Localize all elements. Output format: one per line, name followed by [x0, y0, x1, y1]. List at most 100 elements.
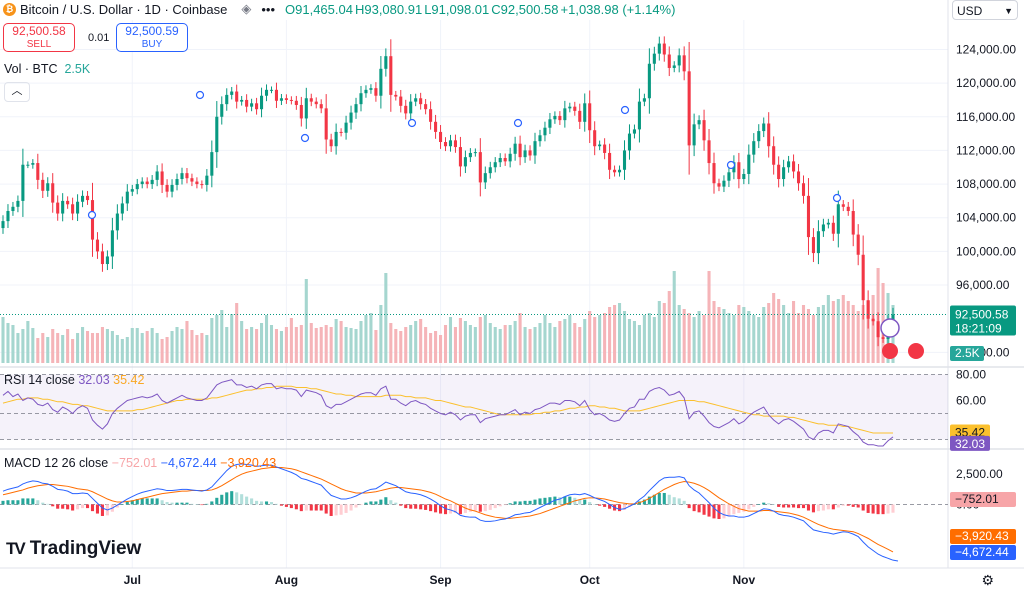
candle-body	[448, 140, 453, 147]
volume-bar	[309, 323, 313, 363]
volume-bar	[299, 325, 303, 363]
macd-histogram-bar	[120, 504, 124, 505]
price-axis[interactable]: 124,000.00 120,000.00 116,000.00 112,000.00…	[950, 42, 1016, 560]
macd-histogram-bar	[777, 504, 781, 507]
candle-body	[190, 178, 194, 182]
volume-tag-bg	[950, 346, 984, 361]
macd-histogram-bar	[796, 504, 801, 509]
macd-histogram-bar	[821, 504, 825, 511]
tradingview-logo[interactable]: TV TradingView	[6, 538, 141, 560]
candle-body	[245, 99, 249, 107]
eye-icon[interactable]: ◈	[241, 1, 252, 16]
macd-histogram-bar	[389, 500, 393, 505]
buy-button[interactable]: 92,500.59 BUY	[116, 23, 188, 52]
candle-body	[46, 183, 50, 191]
volume-bar	[319, 327, 323, 363]
volume-legend[interactable]: Vol · BTC 2.5K	[4, 62, 90, 76]
macd-histogram-bar	[881, 504, 885, 515]
rsi-ma-value: 35.42	[113, 373, 145, 387]
candle-body	[573, 106, 577, 111]
volume-bar	[180, 329, 184, 363]
macd-histogram-bar	[762, 502, 766, 505]
volume-bar	[866, 301, 870, 363]
candle-body	[458, 147, 462, 167]
macd-histogram-bar	[747, 504, 751, 510]
macd-histogram-bar	[583, 499, 587, 505]
macd-histogram-bar	[16, 500, 20, 505]
macd-histogram-bar	[424, 504, 428, 510]
macd-histogram-bar	[473, 504, 477, 511]
candle-body	[737, 162, 741, 180]
candle-body	[274, 89, 279, 101]
volume-bar	[692, 317, 696, 363]
candle-body	[617, 169, 622, 173]
macd-tick-label: 2,500.00	[956, 467, 1003, 481]
volume-bar	[414, 321, 418, 363]
volume-bar	[613, 305, 617, 363]
macd-histogram-bar	[508, 503, 512, 505]
candle-body	[816, 231, 820, 254]
currency-select[interactable]: USD ▼	[952, 0, 1018, 20]
macd-histogram-bar	[533, 499, 537, 505]
macd-histogram-bar	[210, 501, 214, 505]
candle-body	[384, 56, 388, 69]
macd-histogram-bar	[439, 504, 443, 514]
candle-body	[588, 103, 592, 131]
candle-body	[21, 164, 25, 201]
volume-bar	[409, 325, 413, 363]
macd-histogram-bar	[806, 504, 811, 511]
candle-body	[419, 98, 423, 105]
low-value: L91,098.01	[424, 1, 490, 17]
macd-histogram-bar	[513, 501, 517, 505]
candle-body	[637, 101, 641, 130]
candle-body	[230, 91, 234, 95]
candle-body	[120, 203, 124, 214]
volume-bar	[493, 327, 497, 363]
collapse-legend-button[interactable]: ︿	[4, 82, 30, 102]
gear-icon[interactable]: ⚙	[981, 572, 994, 588]
macd-histogram-bar	[548, 497, 552, 505]
volume-bar	[578, 327, 582, 363]
more-icon[interactable]: •••	[261, 1, 276, 17]
volume-bar	[170, 331, 174, 363]
macd-histogram-bar	[861, 504, 865, 511]
symbol-title[interactable]: Bitcoin / U.S. Dollar · 1D · Coinbase	[20, 1, 228, 17]
candle-body	[453, 140, 457, 148]
countdown-tag: 18:21:09	[955, 322, 1002, 336]
event-marker	[726, 160, 736, 170]
macd-histogram-bar	[81, 504, 85, 509]
macd-histogram-bar	[568, 496, 572, 505]
macd-legend[interactable]: MACD 12 26 close −752.01 −4,672.44 −3,92…	[4, 456, 276, 470]
candle-body	[851, 211, 855, 235]
sell-button[interactable]: 92,500.58 SELL	[3, 23, 75, 52]
candle-body	[359, 93, 363, 105]
price-tick-label: 96,000.00	[956, 278, 1010, 292]
volume-bar	[503, 325, 507, 363]
time-axis[interactable]: Jul Aug Sep Oct Nov	[0, 567, 1024, 587]
candle-body	[414, 98, 418, 102]
volume-bar	[11, 325, 15, 363]
macd-histogram-bar	[563, 496, 567, 505]
candle-body	[717, 183, 721, 187]
macd-histogram-bar	[1, 500, 5, 505]
candle-body	[548, 119, 552, 128]
event-marker	[407, 118, 417, 128]
volume-bar	[36, 338, 40, 363]
macd-tag: −3,920.43	[955, 529, 1009, 543]
candle-body	[792, 161, 796, 172]
macd-histogram-bar	[503, 504, 507, 506]
macd-histogram-bar	[260, 501, 264, 505]
macd-histogram-bar	[404, 504, 408, 509]
rsi-legend[interactable]: RSI 14 close 32.03 35.42	[4, 373, 144, 387]
candle-body	[762, 123, 766, 132]
candle-body	[662, 43, 666, 55]
candle-body	[125, 191, 129, 204]
candle-body	[145, 181, 149, 185]
volume-bar	[463, 321, 467, 363]
volume-bar	[130, 328, 134, 363]
macd-label: MACD 12 26 close	[4, 456, 109, 470]
macd-histogram-bar	[21, 498, 25, 505]
candle-body	[533, 141, 537, 156]
volume-bar	[757, 317, 761, 363]
